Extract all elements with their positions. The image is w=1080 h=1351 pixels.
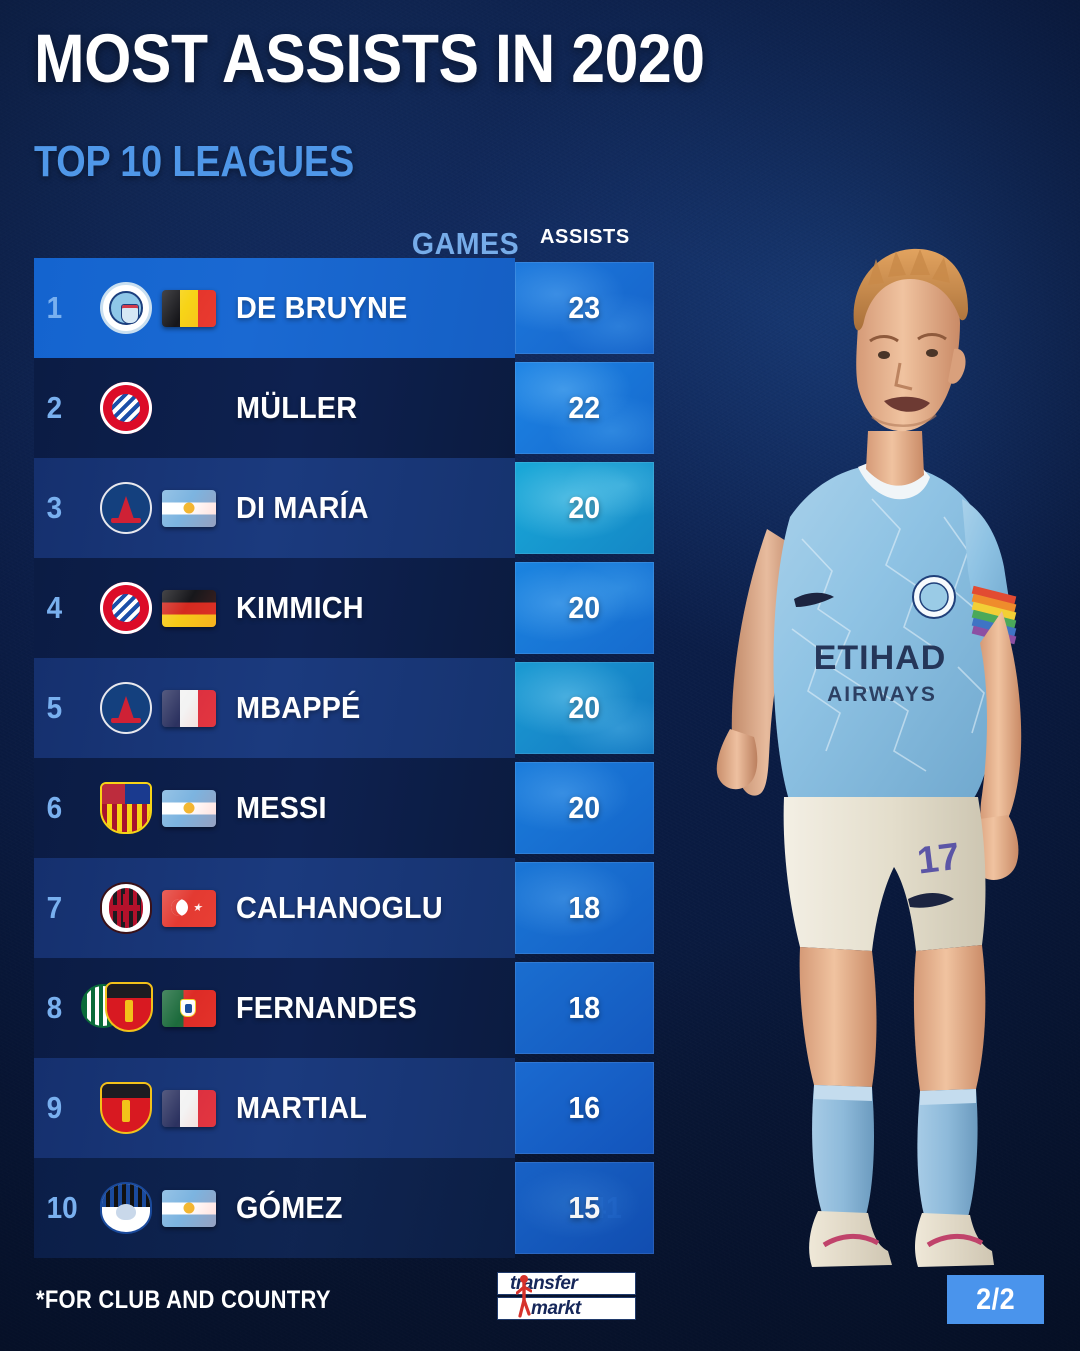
row-rank: 1: [46, 290, 63, 325]
assists-value-cell: 22: [515, 362, 654, 454]
table-row[interactable]: 7 ★ CALHANOGLU 47 18: [34, 858, 654, 958]
belgium-flag-icon: [162, 278, 236, 338]
bayern-munich-crest-icon: [90, 578, 162, 638]
bayern-munich-crest-icon: [90, 378, 162, 438]
man-utd-crest-icon: [90, 1078, 162, 1138]
column-header-games: GAMES: [411, 226, 520, 261]
assists-value-cell: 20: [515, 462, 654, 554]
page-indicator-badge: 2/2: [947, 1275, 1044, 1324]
svg-text:AIRWAYS: AIRWAYS: [827, 683, 937, 706]
barcelona-crest-icon: [90, 778, 162, 838]
assists-value-cell: 15: [515, 1162, 654, 1254]
table-row[interactable]: 2 MÜLLER 47 22: [34, 358, 654, 458]
footnote: *FOR CLUB AND COUNTRY: [36, 1286, 331, 1314]
row-rank: 5: [46, 690, 63, 725]
france-flag-icon: [162, 678, 236, 738]
player-name: GÓMEZ: [236, 1190, 343, 1225]
portugal-flag-icon: [162, 978, 236, 1038]
row-rank: 4: [46, 590, 63, 625]
flag-placeholder: [162, 378, 236, 438]
svg-text:ETIHAD: ETIHAD: [814, 639, 947, 677]
france-flag-icon: [162, 1078, 236, 1138]
table-row[interactable]: 9 MARTIAL 53 16: [34, 1058, 654, 1158]
player-name: CALHANOGLU: [236, 890, 443, 925]
row-rank: 10: [46, 1190, 78, 1225]
ac-milan-crest-icon: [90, 878, 162, 938]
assists-value-cell: 20: [515, 562, 654, 654]
player-name: MESSI: [236, 790, 327, 825]
turkey-flag-icon: ★: [162, 878, 236, 938]
running-figure-icon: [515, 1274, 533, 1320]
table-row[interactable]: 5 MBAPPÉ 41 20: [34, 658, 654, 758]
column-header-assists: ASSISTS: [540, 226, 630, 248]
transfermarkt-logo-line2: markt: [497, 1297, 636, 1320]
page-title: MOST ASSISTS IN 2020: [34, 20, 705, 97]
player-name: DE BRUYNE: [236, 290, 408, 325]
man-city-crest-icon: [90, 278, 162, 338]
row-rank: 6: [46, 790, 63, 825]
page-subtitle: TOP 10 LEAGUES: [34, 137, 355, 186]
player-name: MARTIAL: [236, 1090, 368, 1125]
player-name: FERNANDES: [236, 990, 418, 1025]
assists-value-cell: 23: [515, 262, 654, 354]
player-name: DI MARÍA: [236, 490, 369, 525]
atalanta-crest-icon: [90, 1178, 162, 1238]
assists-value-cell: 18: [515, 962, 654, 1054]
row-rank: 8: [46, 990, 63, 1025]
svg-text:17: 17: [915, 836, 962, 883]
player-name: KIMMICH: [236, 590, 364, 625]
transfermarkt-logo: transfer markt: [497, 1268, 636, 1324]
table-row[interactable]: 3 DI MARÍA 36 20: [34, 458, 654, 558]
assists-value-cell: 16: [515, 1062, 654, 1154]
row-rank: 9: [46, 1090, 63, 1125]
germany-flag-icon: [162, 578, 236, 638]
row-rank: 2: [46, 390, 63, 425]
argentina-flag-icon: [162, 1178, 236, 1238]
assists-value-cell: 18: [515, 862, 654, 954]
assists-value-cell: 20: [515, 762, 654, 854]
player-name: MBAPPÉ: [236, 690, 361, 725]
row-rank: 3: [46, 490, 63, 525]
psg-crest-icon: [90, 678, 162, 738]
argentina-flag-icon: [162, 778, 236, 838]
assists-value-cell: 20: [515, 662, 654, 754]
table-row[interactable]: 8 FERNANDES 56 18: [34, 958, 654, 1058]
table-row[interactable]: 4 KIMMICH 39 20: [34, 558, 654, 658]
psg-crest-icon: [90, 478, 162, 538]
table-row[interactable]: 10 GÓMEZ 41 15: [34, 1158, 654, 1258]
assists-ranking-table: 1 DE BRUYNE 45 23 2 MÜLLER 47 22 3 DI MA…: [34, 258, 654, 1258]
player-photo-kevin-de-bruyne: ETIHAD AIRWAYS: [672, 199, 1072, 1289]
player-name: MÜLLER: [236, 390, 358, 425]
table-row[interactable]: 6 MESSI 48 20: [34, 758, 654, 858]
row-rank: 7: [46, 890, 63, 925]
sporting-manutd-crest-icon: [81, 978, 162, 1038]
table-row[interactable]: 1 DE BRUYNE 45 23: [34, 258, 654, 358]
argentina-flag-icon: [162, 478, 236, 538]
